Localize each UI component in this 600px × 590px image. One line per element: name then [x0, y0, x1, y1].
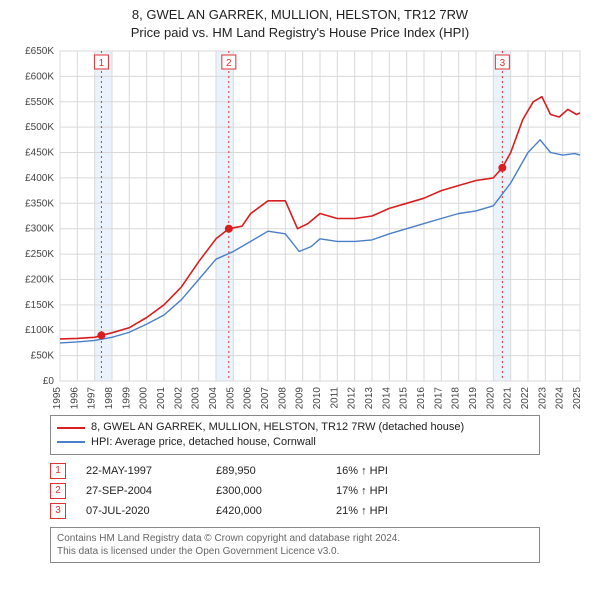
- transaction-date: 27-SEP-2004: [86, 485, 206, 497]
- figure-root: 8, GWEL AN GARREK, MULLION, HELSTON, TR1…: [0, 0, 600, 571]
- svg-text:2000: 2000: [139, 387, 150, 410]
- transaction-date: 22-MAY-1997: [86, 465, 206, 477]
- svg-text:£550K: £550K: [25, 97, 54, 108]
- svg-text:2025: 2025: [572, 387, 583, 410]
- svg-text:2006: 2006: [243, 387, 254, 410]
- svg-text:2024: 2024: [555, 387, 566, 410]
- legend-item: 8, GWEL AN GARREK, MULLION, HELSTON, TR1…: [57, 420, 533, 435]
- svg-text:2003: 2003: [191, 387, 202, 410]
- svg-text:2012: 2012: [347, 387, 358, 410]
- svg-text:2002: 2002: [173, 387, 184, 410]
- svg-text:2013: 2013: [364, 387, 375, 410]
- transaction-price: £420,000: [216, 505, 326, 517]
- svg-text:2014: 2014: [381, 387, 392, 410]
- svg-text:£500K: £500K: [25, 122, 54, 133]
- chart-svg: £0 £50K £100K £150K £200K £250K £300K £350K £400…: [8, 41, 592, 411]
- svg-text:2015: 2015: [399, 387, 410, 410]
- footer-line-1: Contains HM Land Registry data © Crown c…: [57, 532, 533, 545]
- svg-text:1997: 1997: [87, 387, 98, 410]
- svg-text:£650K: £650K: [25, 46, 54, 57]
- svg-text:£50K: £50K: [31, 351, 55, 362]
- svg-text:2: 2: [226, 58, 232, 69]
- svg-text:1996: 1996: [69, 387, 80, 410]
- svg-text:1999: 1999: [121, 387, 132, 410]
- svg-text:2023: 2023: [537, 387, 548, 410]
- svg-text:2020: 2020: [485, 387, 496, 410]
- line-chart: £0 £50K £100K £150K £200K £250K £300K £350K £400…: [8, 41, 592, 411]
- legend-swatch: [57, 427, 85, 429]
- svg-text:£450K: £450K: [25, 148, 54, 159]
- svg-text:1: 1: [99, 58, 105, 69]
- svg-text:£600K: £600K: [25, 71, 54, 82]
- svg-text:£350K: £350K: [25, 198, 54, 209]
- svg-text:2010: 2010: [312, 387, 323, 410]
- transactions-table: 1 22-MAY-1997 £89,950 16% ↑ HPI 2 27-SEP-2004…: [50, 461, 540, 521]
- transaction-row: 1 22-MAY-1997 £89,950 16% ↑ HPI: [50, 461, 540, 481]
- svg-text:2009: 2009: [295, 387, 306, 410]
- transaction-price: £300,000: [216, 485, 326, 497]
- svg-text:£0: £0: [43, 376, 55, 387]
- svg-text:2017: 2017: [433, 387, 444, 410]
- svg-text:£300K: £300K: [25, 224, 54, 235]
- title-line-2: Price paid vs. HM Land Registry's House …: [8, 24, 592, 42]
- svg-text:2019: 2019: [468, 387, 479, 410]
- svg-text:2004: 2004: [208, 387, 219, 410]
- legend-item: HPI: Average price, detached house, Corn…: [57, 435, 533, 450]
- svg-text:2005: 2005: [225, 387, 236, 410]
- legend-label: 8, GWEL AN GARREK, MULLION, HELSTON, TR1…: [91, 420, 464, 435]
- transaction-index: 3: [50, 503, 66, 519]
- transaction-index: 1: [50, 463, 66, 479]
- transaction-row: 2 27-SEP-2004 £300,000 17% ↑ HPI: [50, 481, 540, 501]
- svg-text:2021: 2021: [503, 387, 514, 410]
- transaction-index: 2: [50, 483, 66, 499]
- svg-text:3: 3: [500, 58, 506, 69]
- svg-text:£150K: £150K: [25, 300, 54, 311]
- footer-note: Contains HM Land Registry data © Crown c…: [50, 527, 540, 563]
- transaction-hpi-delta: 21% ↑ HPI: [336, 505, 456, 517]
- svg-text:£400K: £400K: [25, 173, 54, 184]
- legend-swatch: [57, 441, 85, 443]
- svg-text:2018: 2018: [451, 387, 462, 410]
- legend: 8, GWEL AN GARREK, MULLION, HELSTON, TR1…: [50, 415, 540, 455]
- svg-text:2007: 2007: [260, 387, 271, 410]
- svg-text:£250K: £250K: [25, 249, 54, 260]
- svg-text:2016: 2016: [416, 387, 427, 410]
- svg-text:£200K: £200K: [25, 275, 54, 286]
- transaction-price: £89,950: [216, 465, 326, 477]
- transaction-hpi-delta: 16% ↑ HPI: [336, 465, 456, 477]
- svg-text:2001: 2001: [156, 387, 167, 410]
- svg-text:1998: 1998: [104, 387, 115, 410]
- title-line-1: 8, GWEL AN GARREK, MULLION, HELSTON, TR1…: [8, 6, 592, 24]
- footer-line-2: This data is licensed under the Open Gov…: [57, 545, 533, 558]
- svg-text:2008: 2008: [277, 387, 288, 410]
- chart-title: 8, GWEL AN GARREK, MULLION, HELSTON, TR1…: [8, 6, 592, 41]
- legend-label: HPI: Average price, detached house, Corn…: [91, 435, 316, 450]
- svg-text:£100K: £100K: [25, 325, 54, 336]
- transaction-hpi-delta: 17% ↑ HPI: [336, 485, 456, 497]
- transaction-date: 07-JUL-2020: [86, 505, 206, 517]
- transaction-row: 3 07-JUL-2020 £420,000 21% ↑ HPI: [50, 501, 540, 521]
- svg-text:2022: 2022: [520, 387, 531, 410]
- svg-text:1995: 1995: [52, 387, 63, 410]
- svg-text:2011: 2011: [329, 387, 340, 409]
